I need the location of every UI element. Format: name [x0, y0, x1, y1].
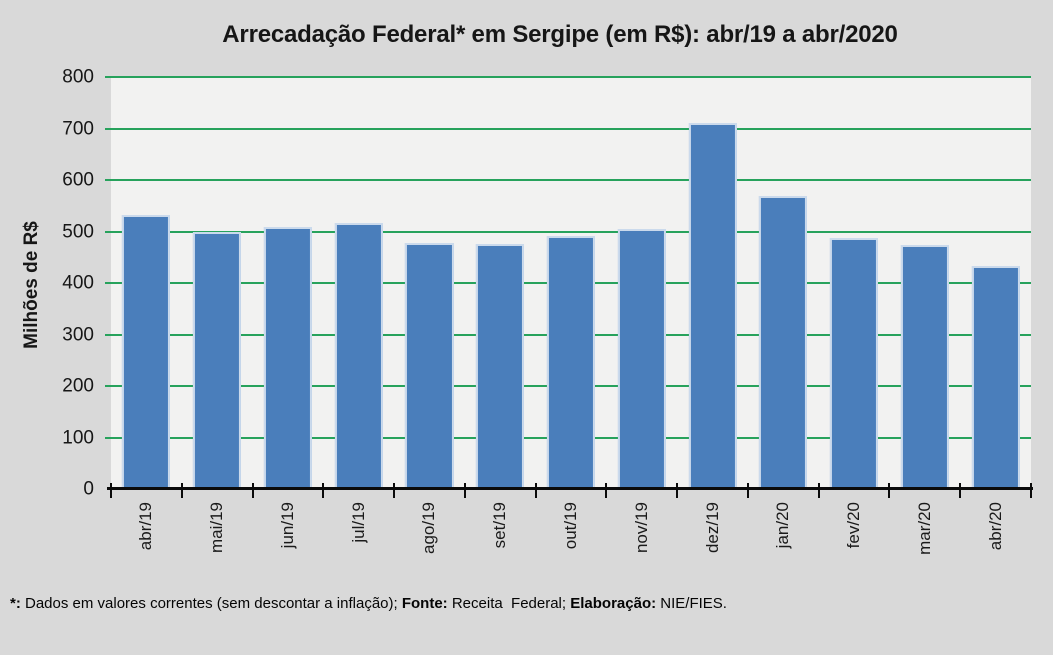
footnote-label: *:: [10, 595, 21, 612]
footnote: *: Dados em valores correntes (sem desco…: [10, 595, 727, 612]
bar-mar/20: [900, 244, 949, 489]
y-tick-label-200: 200: [62, 375, 94, 397]
bar-abr/19: [122, 214, 171, 489]
bar-category-out/19: out/19: [536, 77, 607, 549]
footnote-text: Dados em valores correntes (sem desconta…: [20, 595, 402, 612]
x-tick-label-fev/20: fev/20: [844, 502, 864, 549]
bar-jun/19: [263, 226, 312, 489]
x-tick-label-wrap: ago/19: [394, 489, 465, 554]
x-tick-label-abr/20: abr/20: [985, 502, 1005, 551]
x-tick-label-jan/20: jan/20: [773, 502, 793, 549]
x-tick-label-wrap: mar/20: [889, 489, 960, 555]
x-tick-label-set/19: set/19: [490, 502, 510, 549]
x-tick-label-abr/19: abr/19: [136, 502, 156, 551]
gridline-600: [105, 179, 1031, 181]
bar-category-dez/19: dez/19: [677, 77, 748, 553]
x-axis-tick: [959, 483, 962, 498]
bar-category-ago/19: ago/19: [394, 77, 465, 554]
y-axis-tick-labels: 0 100 200 300 400 500 600 700 800: [0, 68, 94, 499]
x-axis-tick: [534, 483, 537, 498]
bar-category-abr/20: abr/20: [960, 77, 1031, 550]
bar-category-abr/19: abr/19: [111, 77, 182, 550]
bar-mai/19: [193, 231, 242, 489]
x-axis-ticks: [110, 483, 1032, 498]
bar-category-jun/19: jun/19: [253, 77, 324, 548]
y-tick-label-0: 0: [83, 478, 94, 500]
footnote-text: NIE/FIES.: [656, 595, 727, 612]
bar-category-nov/19: nov/19: [606, 77, 677, 553]
bar-ago/19: [405, 242, 454, 489]
x-axis-line: [107, 487, 1033, 490]
bar-fev/20: [829, 238, 879, 489]
x-axis-tick: [888, 483, 891, 498]
bar-out/19: [546, 236, 596, 489]
y-tick-label-400: 400: [62, 272, 94, 294]
bar-dez/19: [688, 122, 737, 489]
x-tick-label-jun/19: jun/19: [277, 502, 297, 549]
bar-abr/20: [971, 265, 1020, 489]
y-tick-label-600: 600: [62, 169, 94, 191]
bar-jul/19: [334, 222, 383, 489]
bar-jan/20: [759, 195, 808, 489]
y-tick-label-100: 100: [62, 427, 94, 448]
bar-category-mar/20: mar/20: [889, 77, 960, 555]
footnote-text: Receita Federal;: [447, 595, 571, 612]
x-axis-tick: [817, 483, 820, 498]
x-axis-tick: [676, 483, 679, 498]
x-axis-tick: [463, 483, 466, 498]
x-axis-tick: [746, 483, 749, 498]
x-tick-label-wrap: mai/19: [182, 489, 253, 553]
x-tick-label-wrap: out/19: [536, 489, 607, 549]
x-tick-label-dez/19: dez/19: [702, 502, 722, 554]
y-tick-label-500: 500: [62, 221, 94, 242]
x-tick-label-wrap: dez/19: [677, 489, 748, 553]
x-tick-label-wrap: abr/19: [111, 489, 182, 550]
gridline-700: [105, 127, 1031, 130]
x-tick-label-jul/19: jul/19: [348, 502, 368, 543]
chart-title: Arrecadação Federal* em Sergipe (em R$):…: [222, 21, 898, 48]
bar-series: abr/19 mai/19 jun/19 jul/19 ago/19 set/19 out/…: [111, 77, 1031, 555]
y-tick-label-700: 700: [62, 118, 94, 139]
x-axis-tick: [1030, 483, 1032, 498]
x-tick-label-ago/19: ago/19: [419, 502, 439, 554]
gridline-800: [105, 76, 1031, 78]
footnote-label: Elaboração:: [570, 595, 657, 612]
bar-category-jul/19: jul/19: [323, 77, 394, 543]
x-axis-tick: [322, 483, 325, 498]
x-axis-tick: [110, 483, 112, 498]
bar-category-fev/20: fev/20: [819, 77, 890, 548]
gridline-500: [105, 230, 1031, 233]
x-tick-label-wrap: nov/19: [606, 489, 677, 553]
x-axis-tick: [251, 483, 254, 498]
x-axis-tick: [605, 483, 608, 498]
bar-category-mai/19: mai/19: [182, 77, 253, 553]
footnote-label: Fonte:: [401, 595, 448, 612]
x-tick-label-wrap: abr/20: [960, 489, 1031, 550]
bar-category-set/19: set/19: [465, 77, 536, 548]
y-tick-label-300: 300: [62, 324, 94, 345]
x-tick-label-nov/19: nov/19: [631, 502, 651, 554]
x-axis-tick: [393, 483, 396, 498]
bar-set/19: [476, 243, 525, 489]
bar-category-jan/20: jan/20: [748, 77, 819, 548]
x-tick-label-mai/19: mai/19: [207, 502, 227, 554]
x-axis-tick: [180, 483, 183, 498]
plot-area: abr/19 mai/19 jun/19 jul/19 ago/19 set/19 out/…: [105, 76, 1031, 555]
bar-nov/19: [617, 229, 666, 489]
x-tick-label-out/19: out/19: [560, 502, 580, 550]
x-tick-label-mar/20: mar/20: [914, 502, 934, 555]
y-tick-label-800: 800: [62, 66, 94, 88]
